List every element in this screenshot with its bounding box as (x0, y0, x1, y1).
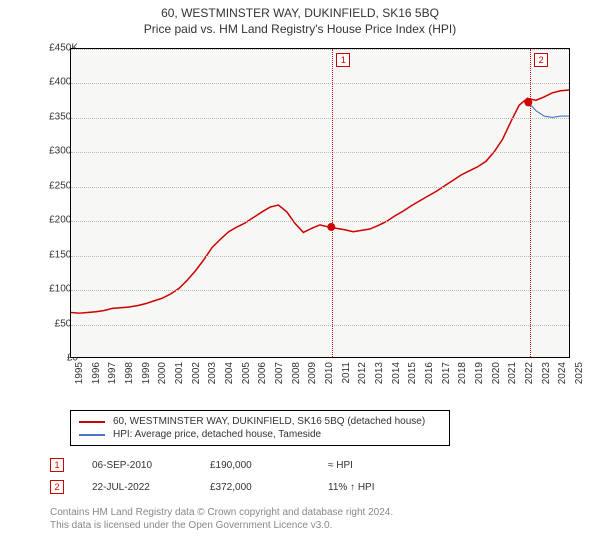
sale-price: £372,000 (210, 482, 300, 493)
x-tick-label: 1995 (74, 362, 85, 384)
sale-delta: ≈ HPI (328, 460, 418, 471)
x-tick-label: 2015 (407, 362, 418, 384)
x-tick-label: 1999 (141, 362, 152, 384)
x-tick-label: 2001 (174, 362, 185, 384)
legend-swatch (79, 434, 105, 436)
sales-table: 1 06-SEP-2010 £190,000 ≈ HPI 2 22-JUL-20… (50, 454, 600, 498)
x-tick-label: 1996 (91, 362, 102, 384)
legend-label: HPI: Average price, detached house, Tame… (113, 429, 321, 440)
footer-attribution: Contains HM Land Registry data © Crown c… (50, 506, 600, 532)
legend-item: HPI: Average price, detached house, Tame… (79, 428, 441, 441)
x-tick-label: 2011 (341, 362, 352, 384)
sale-marker-icon: 2 (534, 53, 548, 67)
sale-date: 06-SEP-2010 (92, 460, 182, 471)
legend-item: 60, WESTMINSTER WAY, DUKINFIELD, SK16 5B… (79, 415, 441, 428)
x-tick-label: 2019 (474, 362, 485, 384)
chart-svg (71, 49, 569, 357)
sale-delta: 11% ↑ HPI (328, 482, 418, 493)
x-tick-label: 2003 (207, 362, 218, 384)
sale-marker-icon: 1 (336, 53, 350, 67)
footer-line: Contains HM Land Registry data © Crown c… (50, 506, 600, 519)
x-tick-label: 2017 (441, 362, 452, 384)
x-tick-label: 2018 (457, 362, 468, 384)
sales-row: 1 06-SEP-2010 £190,000 ≈ HPI (50, 454, 600, 476)
x-tick-label: 2025 (574, 362, 585, 384)
x-tick-label: 2002 (191, 362, 202, 384)
x-tick-label: 2016 (424, 362, 435, 384)
chart-area: £0£50K£100K£150K£200K£250K£300K£350K£400… (24, 40, 584, 400)
x-tick-label: 1998 (124, 362, 135, 384)
sale-marker-icon: 2 (50, 480, 64, 494)
x-tick-label: 2023 (541, 362, 552, 384)
x-tick-label: 1997 (107, 362, 118, 384)
plot-area: 12 (70, 48, 570, 358)
chart-subtitle: Price paid vs. HM Land Registry's House … (0, 20, 600, 40)
x-tick-label: 2005 (241, 362, 252, 384)
x-tick-label: 2008 (291, 362, 302, 384)
x-tick-label: 2006 (257, 362, 268, 384)
x-tick-label: 2010 (324, 362, 335, 384)
x-tick-label: 2000 (157, 362, 168, 384)
footer-line: This data is licensed under the Open Gov… (50, 519, 600, 532)
x-tick-label: 2013 (374, 362, 385, 384)
legend-box: 60, WESTMINSTER WAY, DUKINFIELD, SK16 5B… (70, 410, 450, 446)
sale-date: 22-JUL-2022 (92, 482, 182, 493)
sale-marker-icon: 1 (50, 458, 64, 472)
x-tick-label: 2022 (524, 362, 535, 384)
x-tick-label: 2004 (224, 362, 235, 384)
chart-title: 60, WESTMINSTER WAY, DUKINFIELD, SK16 5B… (0, 0, 600, 20)
x-tick-label: 2009 (307, 362, 318, 384)
x-tick-label: 2014 (391, 362, 402, 384)
x-tick-label: 2007 (274, 362, 285, 384)
sale-price: £190,000 (210, 460, 300, 471)
legend-swatch (79, 421, 105, 423)
x-tick-label: 2024 (557, 362, 568, 384)
chart-container: 60, WESTMINSTER WAY, DUKINFIELD, SK16 5B… (0, 0, 600, 560)
legend-label: 60, WESTMINSTER WAY, DUKINFIELD, SK16 5B… (113, 416, 425, 427)
x-tick-label: 2020 (491, 362, 502, 384)
x-tick-label: 2021 (507, 362, 518, 384)
x-tick-label: 2012 (357, 362, 368, 384)
sales-row: 2 22-JUL-2022 £372,000 11% ↑ HPI (50, 476, 600, 498)
